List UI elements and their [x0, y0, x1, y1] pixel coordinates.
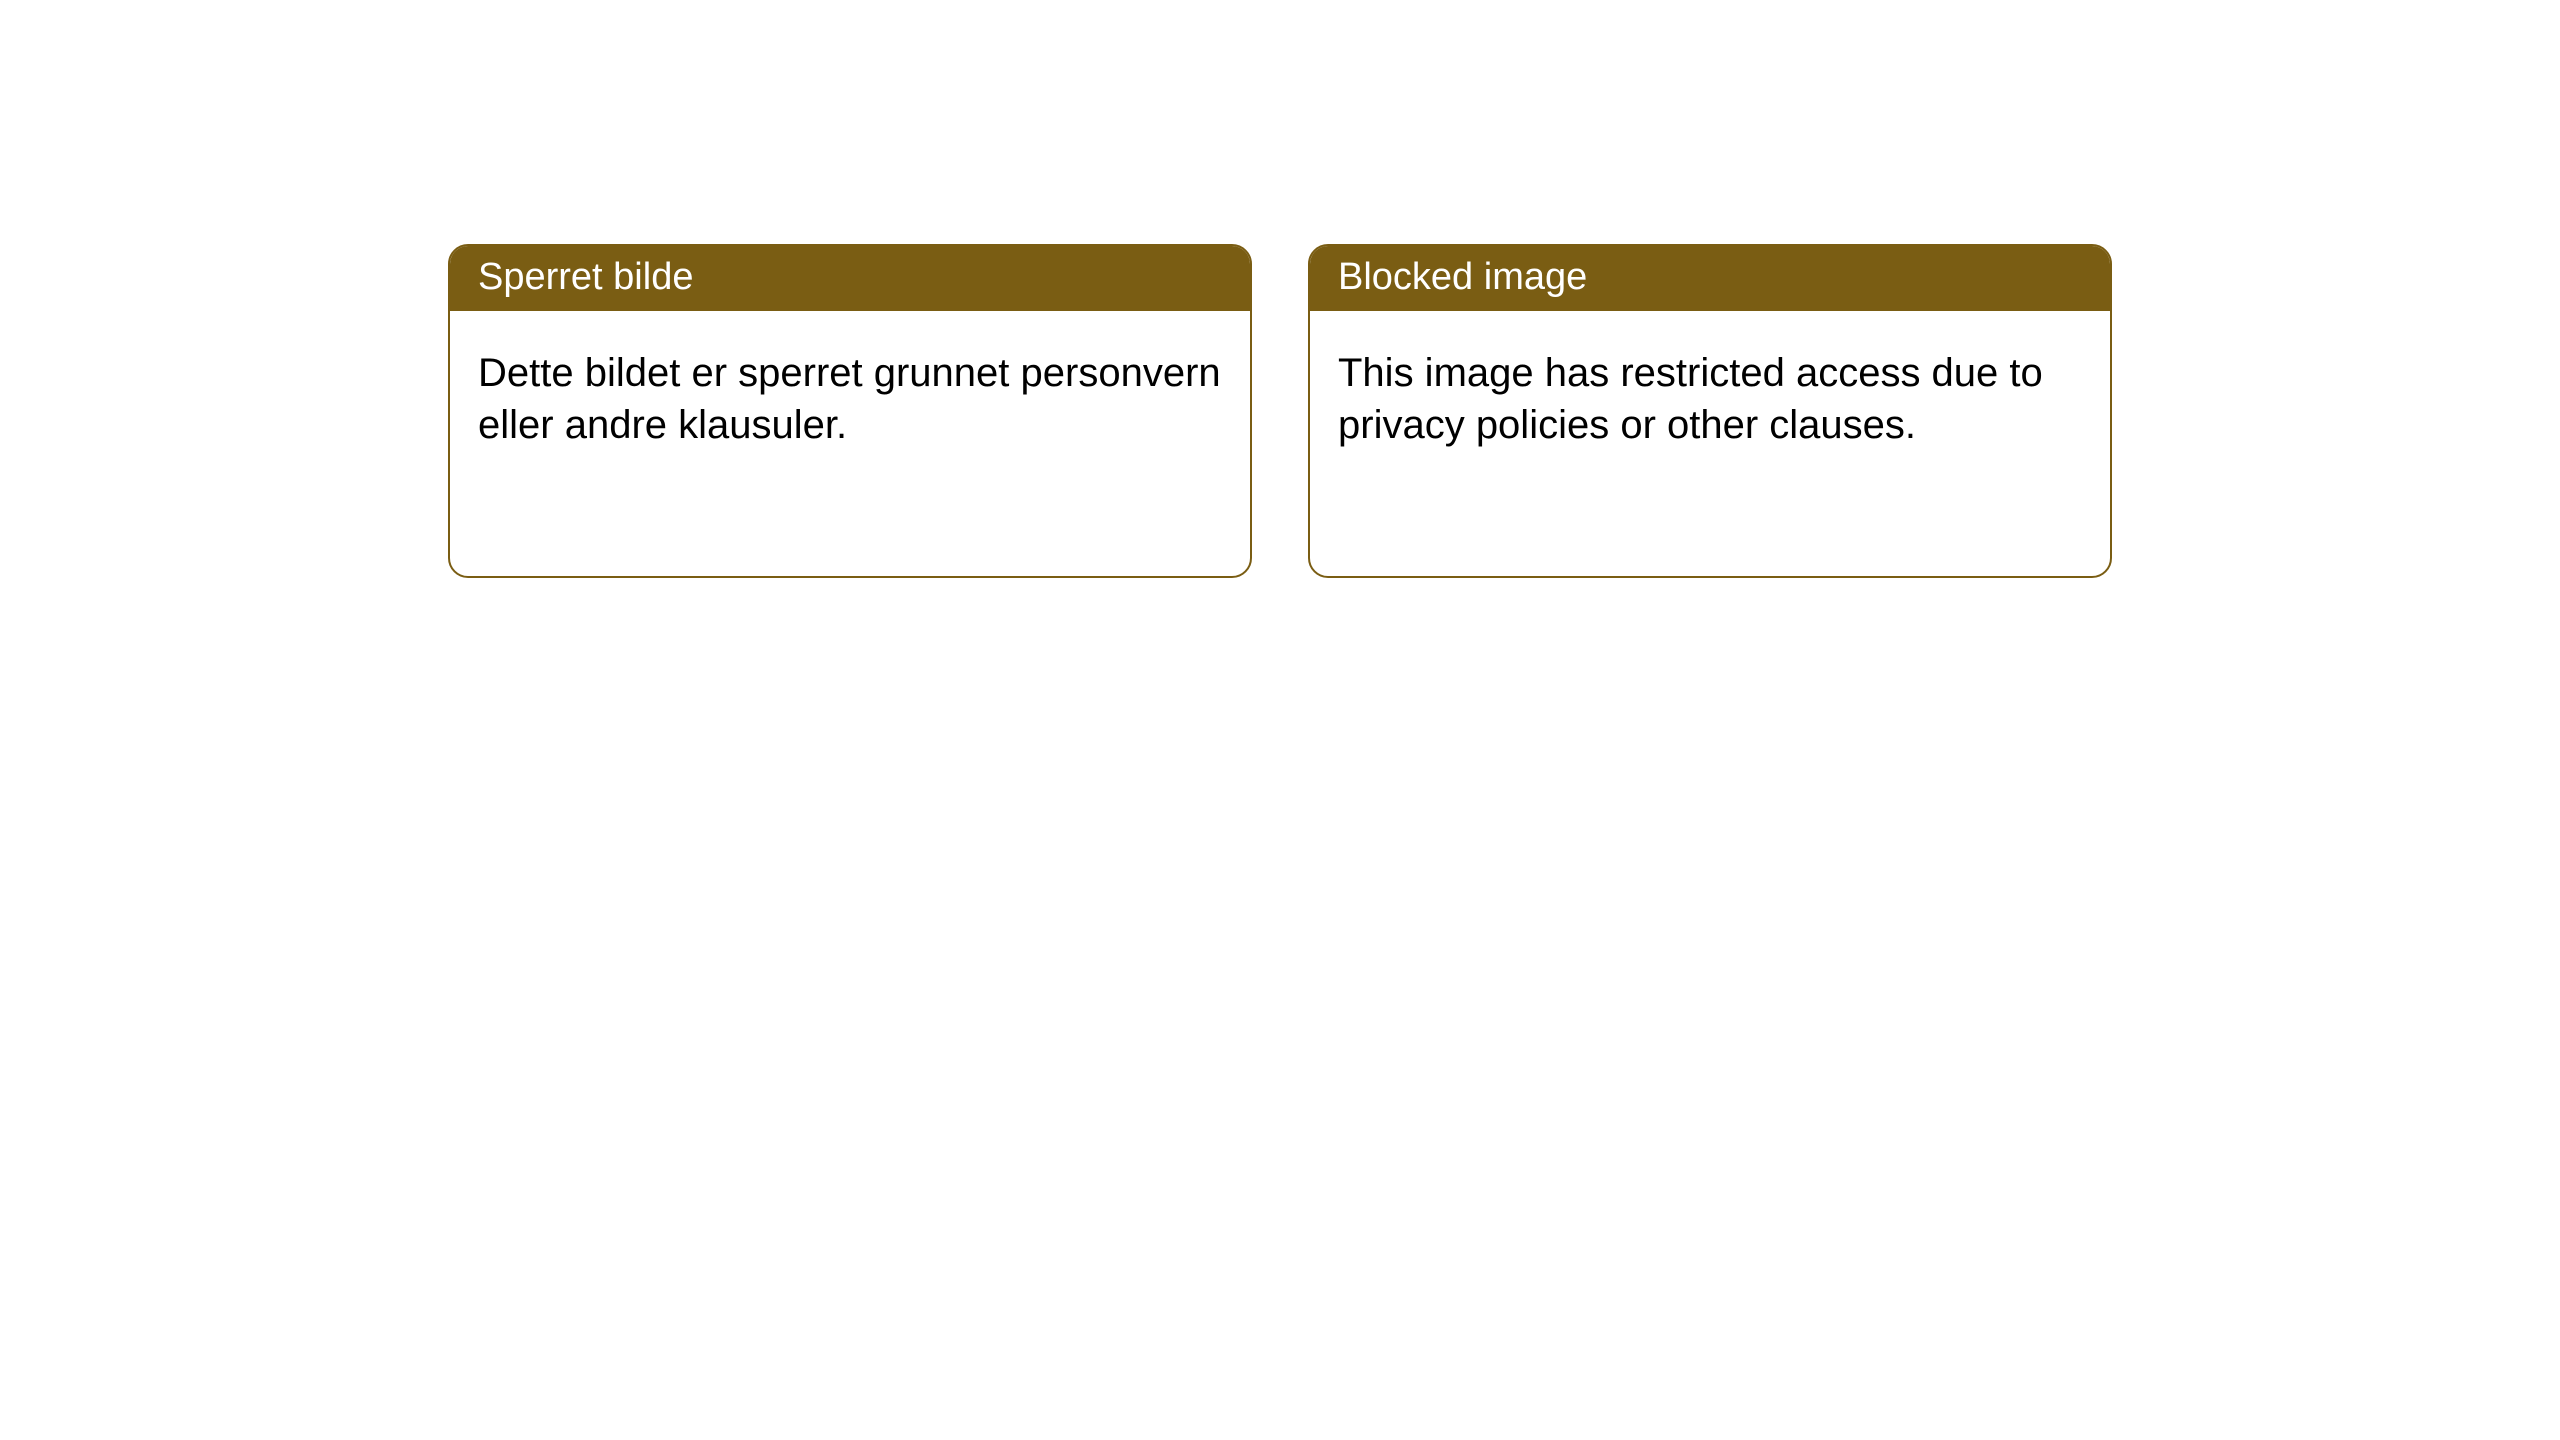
notice-card-english: Blocked image This image has restricted … [1308, 244, 2112, 578]
notice-body: Dette bildet er sperret grunnet personve… [450, 311, 1250, 487]
notice-card-norwegian: Sperret bilde Dette bildet er sperret gr… [448, 244, 1252, 578]
notice-container: Sperret bilde Dette bildet er sperret gr… [0, 0, 2560, 578]
notice-body: This image has restricted access due to … [1310, 311, 2110, 487]
notice-title: Blocked image [1310, 246, 2110, 311]
notice-title: Sperret bilde [450, 246, 1250, 311]
